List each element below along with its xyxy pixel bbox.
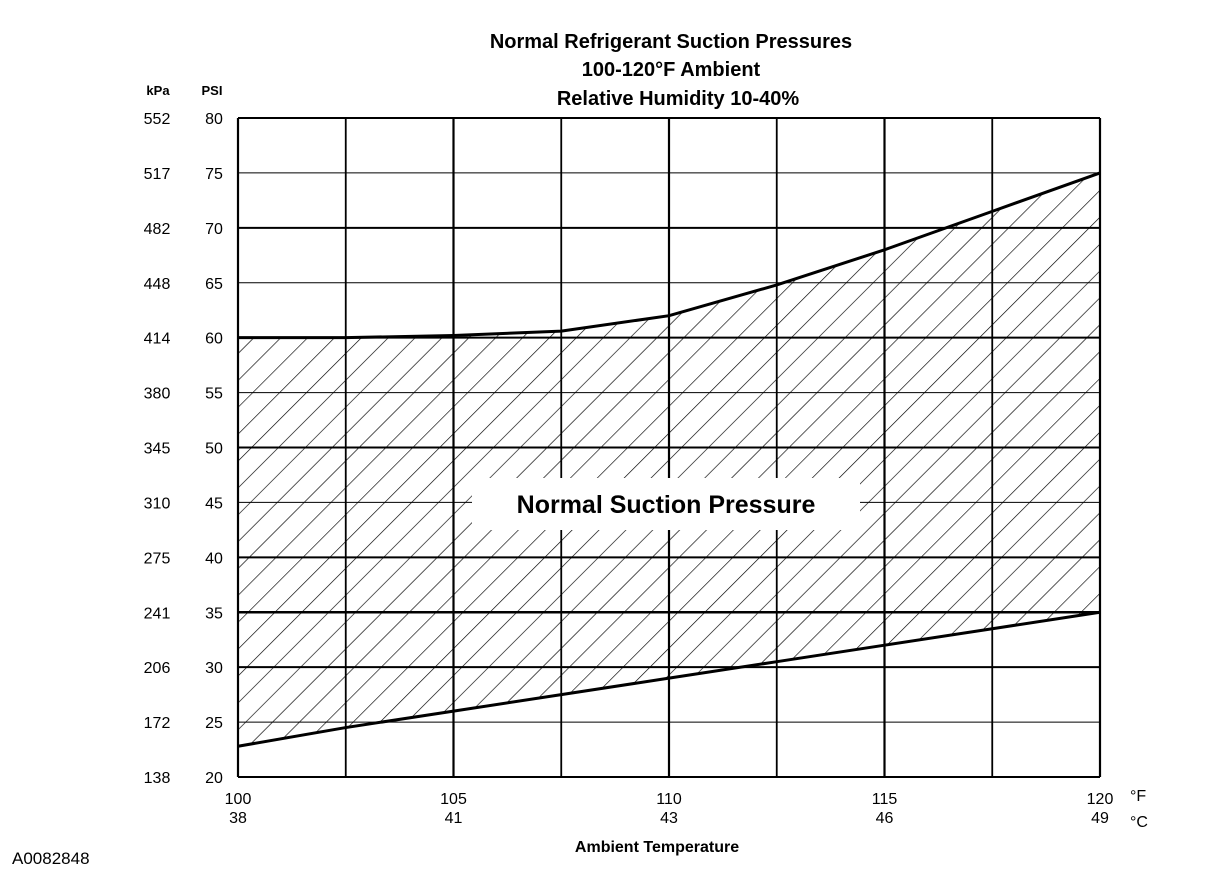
y-tick-kpa: 552 [144,111,171,128]
y-tick-psi: 25 [205,715,223,732]
x-tick-c: 38 [229,810,247,827]
x-tick-c: 46 [876,810,894,827]
x-tick-c: 43 [660,810,678,827]
y-unit-kpa: kPa [146,83,170,98]
y-tick-kpa: 138 [144,770,171,787]
upper-limit-line [238,171,1101,340]
y-tick-psi: 75 [205,166,223,183]
y-tick-kpa: 172 [144,715,171,732]
y-tick-psi: 60 [205,331,223,348]
y-tick-kpa: 517 [144,166,171,183]
y-tick-kpa: 241 [144,605,171,622]
chart-title-line-3: Relative Humidity 10-40% [557,88,800,110]
y-tick-psi: 30 [205,660,223,677]
chart-title-line-2: 100-120°F Ambient [582,59,761,81]
x-tick-f: 115 [872,791,898,808]
x-tick-f: 120 [1087,791,1114,808]
y-tick-kpa: 275 [144,550,171,567]
y-tick-kpa: 482 [144,221,171,238]
x-tick-c: 49 [1091,810,1109,827]
y-unit-psi: PSI [202,83,223,98]
x-axis-title: Ambient Temperature [575,839,739,856]
y-tick-psi: 50 [205,441,223,458]
x-tick-c: 41 [445,810,463,827]
x-tick-f: 110 [656,791,682,808]
y-tick-psi: 45 [205,495,223,512]
y-tick-kpa: 448 [144,276,171,293]
chart-title-line-1: Normal Refrigerant Suction Pressures [490,31,852,53]
y-tick-psi: 20 [205,770,223,787]
y-tick-kpa: 414 [144,331,171,348]
y-tick-psi: 80 [205,111,223,128]
x-tick-f: 105 [440,791,467,808]
figure-id: A0082848 [12,849,90,868]
region-label-box [472,478,860,530]
y-tick-psi: 40 [205,550,223,567]
y-tick-psi: 35 [205,605,223,622]
x-unit-f: °F [1130,788,1146,805]
y-tick-kpa: 310 [144,495,171,512]
y-tick-kpa: 345 [144,441,171,458]
y-tick-kpa: 380 [144,386,171,403]
y-tick-psi: 55 [205,386,223,403]
y-tick-kpa: 206 [144,660,171,677]
x-tick-f: 100 [225,791,252,808]
lower-limit-line [237,610,1101,748]
x-unit-c: °C [1130,814,1148,831]
y-tick-psi: 65 [205,276,223,293]
region-label: Normal Suction Pressure [517,491,816,519]
y-tick-psi: 70 [205,221,223,238]
